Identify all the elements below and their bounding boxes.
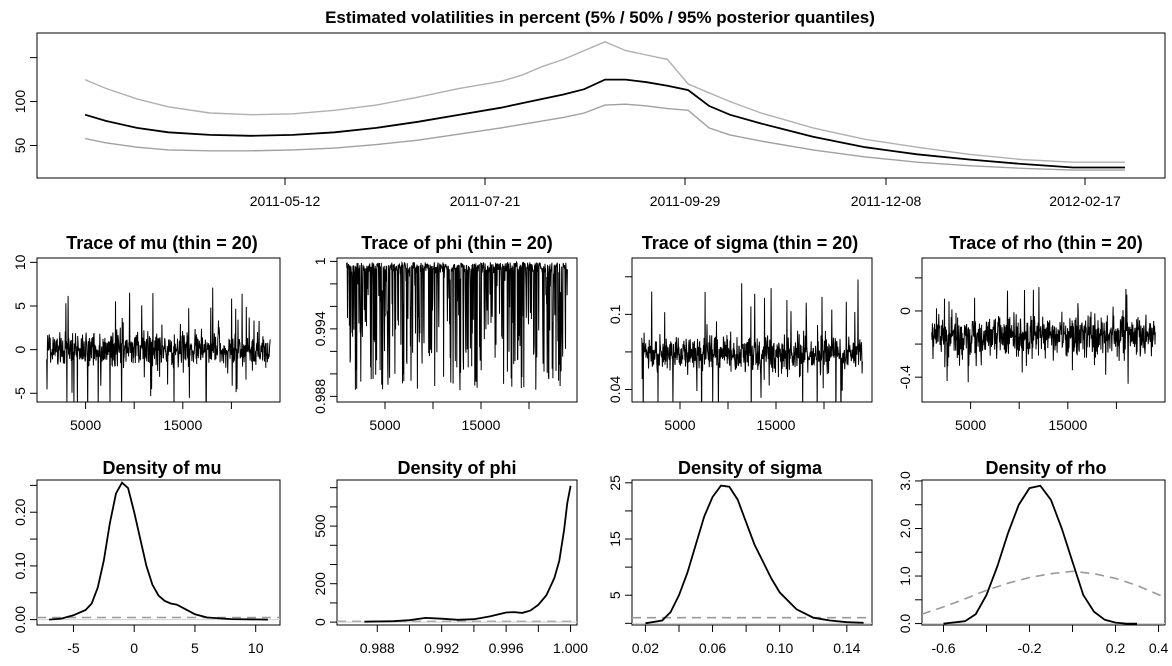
y-tick-label: 0.1 — [607, 304, 623, 324]
x-tick-label: 0.4 — [1149, 640, 1169, 656]
chart-title: Trace of phi (thin = 20) — [361, 233, 553, 253]
panel-den-phi: Density of phi 0 200 500 0.988 0.992 0.996 1.00… — [312, 458, 588, 656]
x-tick-label: 5000 — [70, 417, 101, 433]
y-tick-label: 0.988 — [312, 379, 328, 414]
y-tick-label: 0 — [312, 618, 328, 626]
plot-frame — [36, 257, 281, 403]
panel-tr-mu: Trace of mu (thin = 20) -5 0 5 10 5000 15000 — [12, 233, 281, 433]
x-tick-label: 2011-07-21 — [450, 193, 521, 209]
x-tick-label: 0.988 — [360, 640, 395, 656]
plot-frame — [336, 479, 578, 626]
y-tick-label: 0.0 — [897, 614, 913, 634]
y-tick-label: 3.0 — [897, 471, 913, 491]
x-tick-label: 15000 — [462, 417, 501, 433]
x-tick-label: 0.02 — [632, 640, 659, 656]
plot-frame — [36, 32, 1166, 179]
series-line-50pct — [84, 78, 1125, 169]
y-tick-label: 0.994 — [312, 311, 328, 346]
y-tick-label: 1.0 — [897, 566, 913, 586]
series-line-5pct — [84, 103, 1125, 171]
posterior-density-line — [364, 485, 572, 623]
y-tick-label: 1 — [312, 257, 328, 265]
y-tick-label: 50 — [12, 137, 28, 153]
x-tick-label: 0.06 — [699, 640, 726, 656]
x-tick-label: 15000 — [757, 417, 796, 433]
panel-tr-sigma: Trace of sigma (thin = 20) 0.04 0.1 5000 150… — [607, 233, 873, 433]
plot-frame — [921, 479, 1166, 626]
panel-vol: Estimated volatilities in percent (5% / … — [12, 8, 1166, 209]
plot-frame — [631, 257, 873, 403]
x-tick-label: 1.000 — [553, 640, 588, 656]
posterior-density-line — [943, 484, 1137, 625]
chart-title: Trace of mu (thin = 20) — [66, 233, 258, 253]
posterior-density-line — [645, 484, 864, 625]
x-tick-label: -0.2 — [1017, 640, 1041, 656]
y-tick-label: 200 — [312, 572, 328, 596]
y-tick-label: 100 — [12, 90, 28, 114]
x-tick-label: 0.14 — [833, 640, 860, 656]
y-tick-label: -0.4 — [897, 365, 913, 389]
x-tick-label: 0.2 — [1106, 640, 1126, 656]
panel-den-rho: Density of rho 0.0 1.0 2.0 3.0 -0.6 -0.2 0.2 0.4 — [897, 458, 1168, 656]
posterior-density-line — [49, 481, 268, 621]
trace-line — [641, 279, 863, 402]
y-tick-label: 0.00 — [12, 606, 28, 633]
y-tick-label: -5 — [12, 387, 28, 400]
x-tick-label: 5000 — [955, 417, 986, 433]
panel-tr-rho: Trace of rho (thin = 20) -0.4 0 5000 15000 — [897, 233, 1166, 433]
chart-title: Estimated volatilities in percent (5% / … — [325, 8, 875, 27]
series-line-95pct — [84, 41, 1125, 163]
x-tick-label: 15000 — [163, 417, 202, 433]
plot-frame — [631, 479, 873, 626]
y-tick-label: 0 — [897, 307, 913, 315]
plot-frame — [36, 479, 281, 626]
y-tick-label: 25 — [607, 475, 623, 491]
y-tick-label: 0.04 — [607, 376, 623, 403]
y-tick-label: 500 — [312, 514, 328, 538]
x-tick-label: 2011-09-29 — [650, 193, 721, 209]
panel-den-mu: Density of mu 0.00 0.10 0.20 -5 0 5 10 — [12, 458, 281, 656]
x-tick-label: 2011-05-12 — [250, 193, 321, 209]
y-tick-label: 0.10 — [12, 552, 28, 579]
y-tick-label: 5 — [12, 302, 28, 310]
x-tick-label: -0.6 — [931, 640, 955, 656]
chart-title: Density of mu — [102, 458, 221, 478]
x-tick-label: -5 — [67, 640, 80, 656]
y-tick-label: 10 — [12, 254, 28, 270]
x-tick-label: 2011-12-08 — [851, 193, 922, 209]
x-tick-label: 2012-02-17 — [1049, 193, 1121, 209]
chart-title: Density of rho — [985, 458, 1106, 478]
prior-density-line — [922, 570, 1165, 615]
trace-line — [931, 287, 1156, 384]
y-tick-label: 0 — [12, 346, 28, 354]
y-tick-label: 0.20 — [12, 498, 28, 525]
x-tick-label: 0.992 — [424, 640, 459, 656]
x-tick-label: 15000 — [1048, 417, 1087, 433]
chart-title: Trace of rho (thin = 20) — [949, 233, 1143, 253]
x-tick-label: 5000 — [664, 417, 695, 433]
y-tick-label: 2.0 — [897, 519, 913, 539]
chart-title: Density of sigma — [678, 458, 823, 478]
panel-den-sigma: Density of sigma 5 15 25 0.02 0.06 0.10 0.14 — [607, 458, 873, 656]
x-tick-label: 0.996 — [489, 640, 524, 656]
trace-line — [346, 260, 568, 391]
y-tick-label: 15 — [607, 531, 623, 547]
x-tick-label: 0.10 — [766, 640, 793, 656]
trace-line — [46, 287, 271, 402]
chart-title: Trace of sigma (thin = 20) — [642, 233, 859, 253]
x-tick-label: 5 — [191, 640, 199, 656]
x-tick-label: 5000 — [369, 417, 400, 433]
plot-frame — [921, 257, 1166, 403]
plot-frame — [336, 257, 578, 403]
x-tick-label: 10 — [248, 640, 264, 656]
y-tick-label: 5 — [607, 591, 623, 599]
x-tick-label: 0 — [130, 640, 138, 656]
chart-title: Density of phi — [397, 458, 516, 478]
